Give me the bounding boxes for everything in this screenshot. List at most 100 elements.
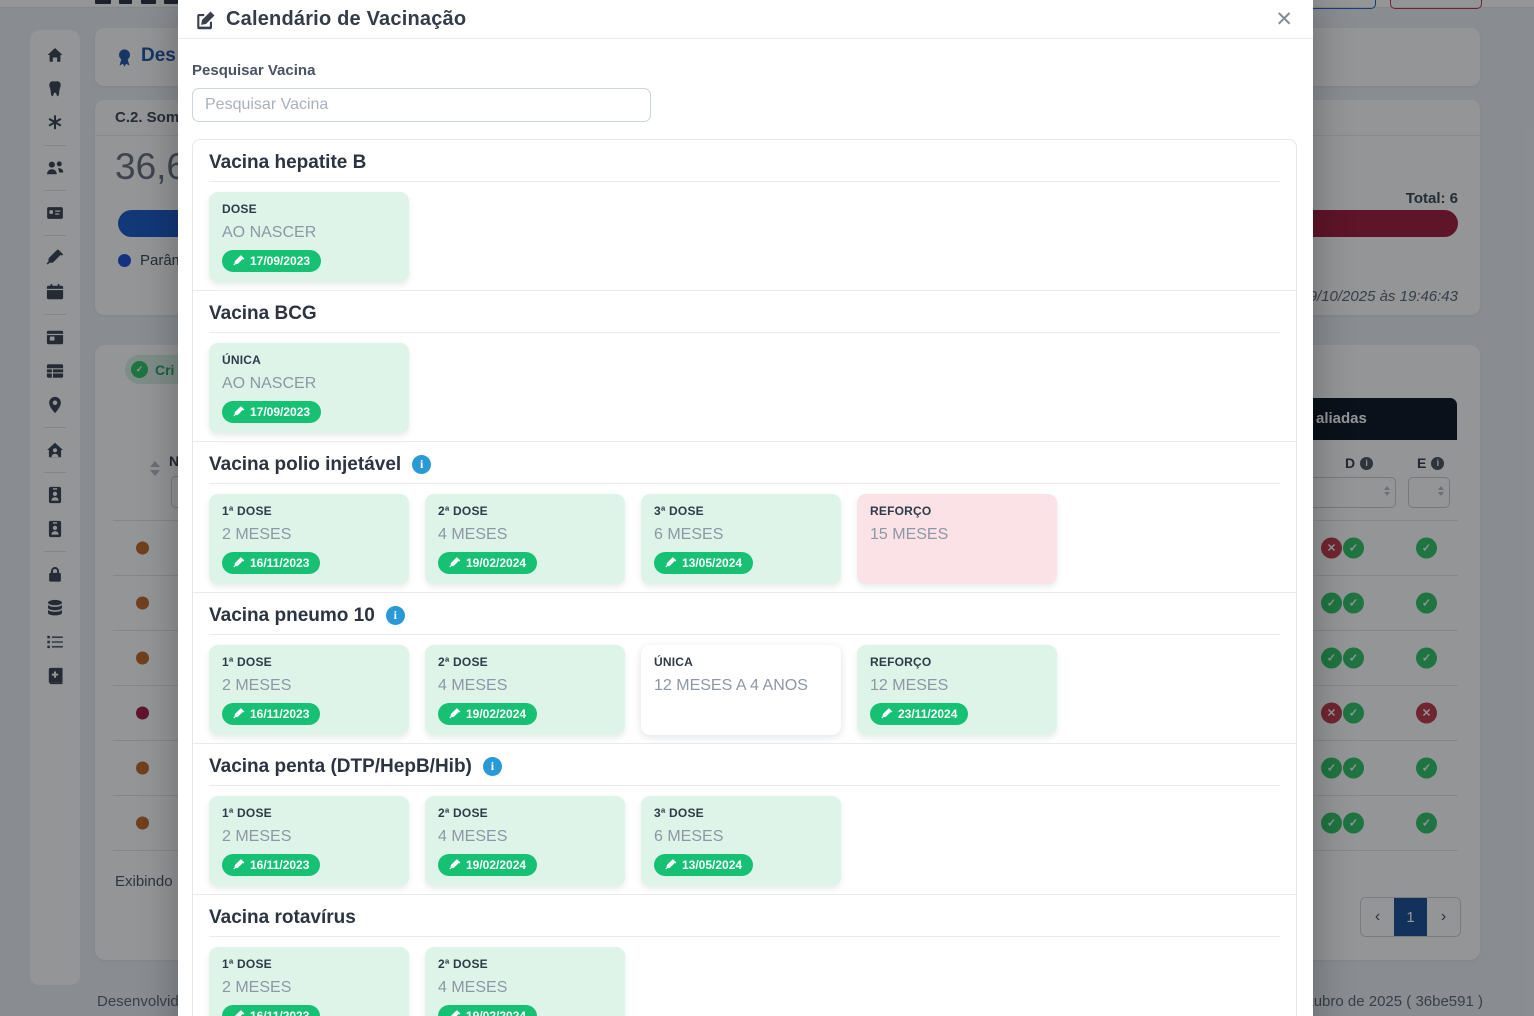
showing-label: Exibindo <box>115 873 173 890</box>
dose-date-badge: 16/11/2023 <box>222 1005 321 1016</box>
vaccine-sections-container: Vacina hepatite B DOSE AO NASCER 17/09/2… <box>192 139 1297 1016</box>
column-e-select[interactable] <box>1408 477 1450 508</box>
dose-period: 15 MESES <box>870 526 949 543</box>
dose-label: 1ª DOSE <box>222 806 272 820</box>
dose-card: REFORÇO 15 MESES <box>857 494 1057 584</box>
calendar-icon[interactable] <box>46 283 64 301</box>
syringe-icon[interactable] <box>46 249 64 267</box>
status-dot <box>136 706 149 720</box>
dose-card: 1ª DOSE 2 MESES 16/11/2023 <box>209 947 409 1016</box>
dose-label: REFORÇO <box>870 655 932 669</box>
legend-label: Parâm <box>140 252 185 269</box>
dose-card: 2ª DOSE 4 MESES 19/02/2024 <box>425 796 625 886</box>
dose-period: 6 MESES <box>654 526 724 543</box>
pagination: ‹ 1 › <box>1360 897 1461 937</box>
dose-label: 2ª DOSE <box>438 957 488 971</box>
check-circle-icon <box>1416 592 1437 614</box>
dose-period: 4 MESES <box>438 526 508 543</box>
check-circle-icon <box>1343 812 1364 834</box>
dose-label: 1ª DOSE <box>222 504 272 518</box>
tooth-icon[interactable] <box>46 80 64 98</box>
dose-label: 2ª DOSE <box>438 655 488 669</box>
dose-period: 12 MESES <box>870 677 949 694</box>
vaccine-section: Vacina hepatite B DOSE AO NASCER 17/09/2… <box>193 140 1296 290</box>
section-divider <box>209 785 1280 786</box>
sidebar-divider <box>44 190 66 191</box>
dose-card: DOSE AO NASCER 17/09/2023 <box>209 192 409 282</box>
sidebar-divider <box>44 314 66 315</box>
sidebar <box>30 30 80 985</box>
footer-right: utubro de 2025 ( 36be591 ) <box>1301 993 1483 1010</box>
column-header-n: N <box>169 453 180 469</box>
check-circle-icon <box>1343 647 1364 669</box>
check-circle-icon <box>1343 537 1364 559</box>
check-circle-icon <box>131 361 148 378</box>
close-icon[interactable]: ✕ <box>1275 8 1293 31</box>
check-circle-icon <box>1343 702 1364 724</box>
status-dot <box>136 651 149 665</box>
dose-date-badge: 23/11/2024 <box>870 703 969 725</box>
info-icon[interactable]: i <box>1431 456 1445 470</box>
dose-date-badge: 19/02/2024 <box>438 1005 538 1016</box>
syringe-icon <box>233 708 245 719</box>
dose-label: 2ª DOSE <box>438 806 488 820</box>
dose-card: ÚNICA AO NASCER 17/09/2023 <box>209 343 409 433</box>
dose-date-badge: 19/02/2024 <box>438 552 538 574</box>
pagination-page-1[interactable]: 1 <box>1394 898 1427 936</box>
check-circle-icon <box>1416 647 1437 669</box>
sidebar-divider <box>44 472 66 473</box>
sort-arrows-icon[interactable] <box>150 461 160 476</box>
info-icon[interactable] <box>412 455 432 474</box>
vaccine-section: Vacina BCG ÚNICA AO NASCER 17/09/2023 <box>193 290 1296 441</box>
dose-date-badge: 17/09/2023 <box>222 401 322 423</box>
calendar-day-icon[interactable] <box>46 328 64 346</box>
lock-icon[interactable] <box>46 565 64 583</box>
home-icon[interactable] <box>46 46 64 64</box>
navbar-outline-button-red[interactable] <box>1390 0 1482 9</box>
dose-card: 3ª DOSE 6 MESES 13/05/2024 <box>641 796 841 886</box>
check-circle-icon <box>1416 812 1437 834</box>
navbar-logo <box>141 0 156 4</box>
syringe-icon <box>665 557 677 568</box>
pagination-prev[interactable]: ‹ <box>1361 898 1394 936</box>
info-icon[interactable]: i <box>1360 456 1374 470</box>
users-gear-icon[interactable] <box>46 159 64 177</box>
database-icon[interactable] <box>46 599 64 617</box>
dose-date-badge: 19/02/2024 <box>438 854 538 876</box>
cross-circle-icon <box>1321 537 1342 559</box>
modal-title: Calendário de Vacinação <box>226 8 467 30</box>
id-badge-icon[interactable] <box>46 486 64 504</box>
status-dot <box>136 816 149 830</box>
status-dot <box>136 541 149 555</box>
metric-total: Total: 6 <box>1405 190 1458 207</box>
syringe-icon <box>449 708 461 719</box>
pin-icon[interactable] <box>46 396 64 414</box>
sidebar-divider <box>44 427 66 428</box>
info-icon[interactable] <box>482 757 502 776</box>
status-dot <box>136 596 149 610</box>
syringe-icon <box>233 406 245 417</box>
asterisk-icon[interactable] <box>46 114 64 132</box>
search-input[interactable] <box>192 88 651 122</box>
check-circle-icon <box>1321 757 1342 779</box>
check-circle-icon <box>1321 812 1342 834</box>
section-divider <box>209 332 1280 333</box>
pagination-next[interactable]: › <box>1427 898 1460 936</box>
house-user-icon[interactable] <box>46 441 64 459</box>
list-icon[interactable] <box>46 633 64 651</box>
dose-card: 2ª DOSE 4 MESES 19/02/2024 <box>425 947 625 1016</box>
dose-card: 1ª DOSE 2 MESES 16/11/2023 <box>209 796 409 886</box>
table-list-icon[interactable] <box>46 362 64 380</box>
syringe-icon <box>233 255 245 266</box>
book-medical-icon[interactable] <box>46 667 64 685</box>
dose-card: REFORÇO 12 MESES 23/11/2024 <box>857 645 1057 735</box>
id-badge-icon[interactable] <box>46 520 64 538</box>
search-label: Pesquisar Vacina <box>192 62 316 79</box>
id-card-icon[interactable] <box>46 204 64 222</box>
dose-date-badge: 19/02/2024 <box>438 703 538 725</box>
info-icon[interactable] <box>385 606 405 625</box>
column-d-select[interactable] <box>1306 477 1396 508</box>
dose-label: ÚNICA <box>654 655 693 669</box>
section-divider <box>209 483 1280 484</box>
